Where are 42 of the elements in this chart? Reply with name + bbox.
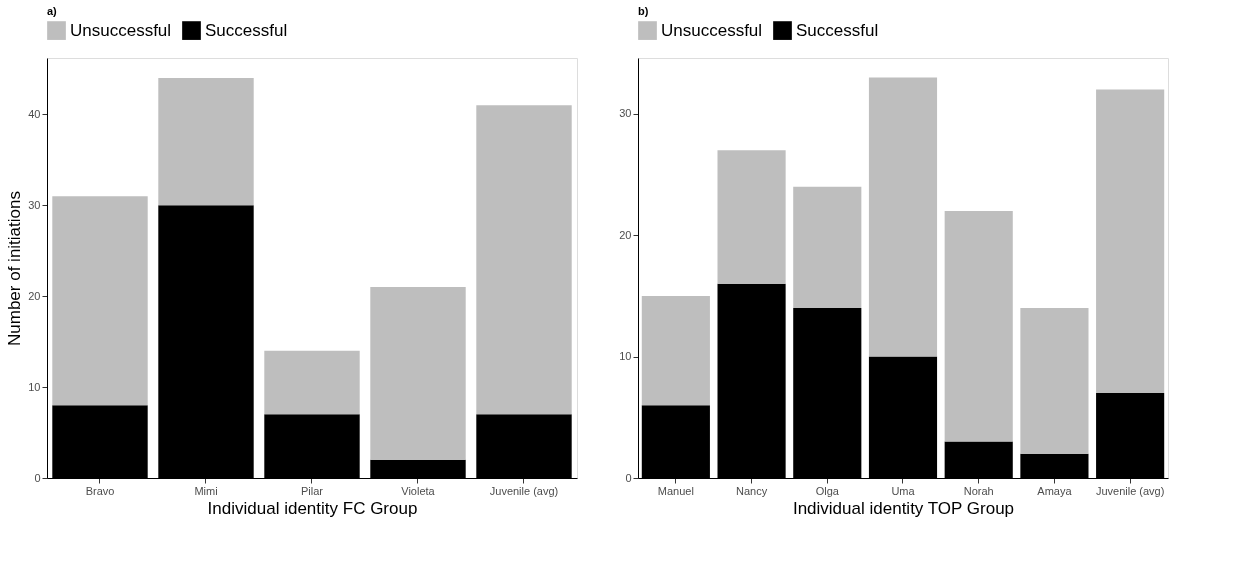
- x-tick-label: Juvenile (avg): [1095, 484, 1165, 497]
- x-tick-label: Bravo: [85, 484, 115, 497]
- y-tick-label: 20: [619, 228, 632, 241]
- bar: [641, 295, 710, 406]
- bar: [868, 77, 938, 357]
- bar: [1096, 89, 1165, 394]
- x-axis-title: Individual identity FC Group: [207, 498, 418, 518]
- y-tick-label: 20: [28, 289, 41, 302]
- x-tick-label: Mimi: [194, 484, 218, 497]
- bar: [944, 210, 1013, 442]
- x-tick-label: Juvenile (avg): [489, 484, 559, 497]
- legend-label: Successful: [205, 20, 288, 40]
- bar: [476, 105, 572, 415]
- y-tick-label: 40: [28, 107, 41, 120]
- y-tick-label: 0: [34, 471, 41, 484]
- bar: [52, 196, 148, 406]
- x-tick-label: Olga: [815, 484, 840, 497]
- legend-label: Unsuccessful: [661, 20, 763, 40]
- x-tick-label: Nancy: [735, 484, 768, 497]
- bar: [793, 186, 862, 309]
- y-tick-label: 10: [28, 380, 41, 393]
- legend-label: Unsuccessful: [70, 20, 172, 40]
- y-axis-title: Number of initiations: [5, 191, 25, 346]
- bar: [1020, 308, 1089, 454]
- legend-label: Successful: [796, 20, 879, 40]
- bar: [717, 150, 786, 284]
- x-tick-label: Manuel: [657, 484, 694, 497]
- y-tick-label: 30: [28, 198, 41, 211]
- bar: [370, 287, 466, 460]
- bar: [264, 350, 360, 415]
- chart-title: a): [47, 5, 58, 17]
- x-axis-title: Individual identity TOP Group: [792, 498, 1015, 518]
- chart-title: b): [638, 5, 649, 17]
- x-tick-label: Pilar: [300, 484, 324, 497]
- x-tick-label: Violeta: [401, 484, 436, 497]
- y-tick-label: 30: [619, 107, 632, 120]
- x-tick-label: Norah: [963, 484, 994, 497]
- bar: [158, 78, 254, 206]
- y-tick-label: 10: [619, 350, 632, 363]
- x-tick-label: Uma: [891, 484, 916, 497]
- y-tick-label: 0: [625, 471, 632, 484]
- x-tick-label: Amaya: [1037, 484, 1073, 497]
